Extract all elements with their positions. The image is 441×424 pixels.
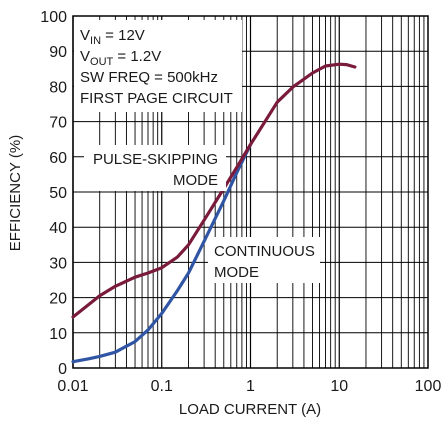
x-tick-label: 0.1 [151,378,173,395]
x-tick-label: 10 [330,378,348,395]
continuous-line [71,142,253,364]
vout-subscript: OUT [90,56,114,68]
y-tick-label: 70 [49,115,67,132]
continuous-label-line2: MODE [214,264,259,281]
vout-value: = 1.2V [113,48,161,65]
vout-label: VOUT = 1.2V [80,48,161,68]
pulse-skipping-label-line1: PULSE-SKIPPING [93,151,218,168]
vin-subscript: IN [90,35,101,47]
plot-frame [72,15,429,369]
tick-labels: 0 10 20 30 40 50 60 70 80 90 100 0.01 0.1 1 10 100 [40,9,441,395]
pulse-skipping-label-box [84,145,226,191]
y-tick-label: 50 [49,185,67,202]
grid [72,15,429,369]
continuous-label-box [208,237,320,283]
x-axis-title: LOAD CURRENT (A) [179,401,321,418]
pulse-skipping-label-line2: MODE [173,172,218,189]
y-tick-label: 90 [49,44,67,61]
y-tick-label: 0 [58,361,67,378]
x-tick-label: 1 [246,378,255,395]
y-tick-label: 20 [49,291,67,308]
x-tick-label: 0.01 [57,378,88,395]
conditions-box [74,20,242,112]
x-tick-label: 100 [415,378,441,395]
y-tick-label: 80 [49,79,67,96]
y-tick-label: 10 [49,326,67,343]
sw-freq-label: SW FREQ = 500kHz [80,69,218,86]
y-axis-title: EFFICIENCY (%) [7,135,24,251]
y-tick-label: 60 [49,150,67,167]
y-tick-label: 40 [49,220,67,237]
continuous-label-line1: CONTINUOUS [214,243,315,260]
vin-value: = 12V [101,27,145,44]
circuit-label: FIRST PAGE CIRCUIT [80,90,233,107]
vin-label: VIN = 12V [80,27,145,47]
y-tick-label: 100 [40,9,67,26]
y-tick-label: 30 [49,255,67,272]
